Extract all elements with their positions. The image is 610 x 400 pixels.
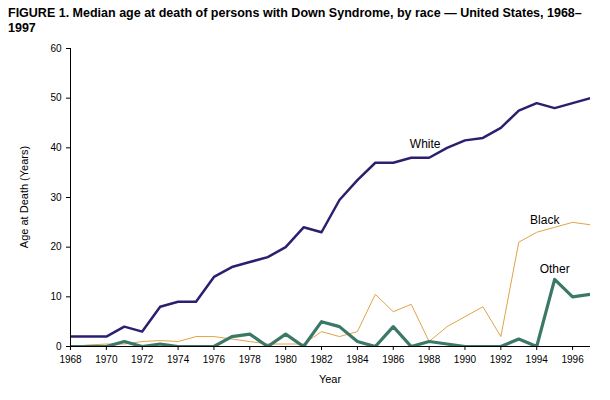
svg-text:40: 40 [50, 142, 62, 153]
svg-text:Other: Other [540, 262, 570, 276]
svg-text:1982: 1982 [310, 354, 333, 365]
svg-text:1986: 1986 [382, 354, 405, 365]
svg-text:Year: Year [319, 373, 342, 385]
svg-text:1972: 1972 [131, 354, 154, 365]
svg-text:1996: 1996 [561, 354, 584, 365]
svg-text:50: 50 [50, 92, 62, 103]
svg-text:1974: 1974 [167, 354, 190, 365]
svg-text:1988: 1988 [418, 354, 441, 365]
svg-text:20: 20 [50, 241, 62, 252]
svg-text:1968: 1968 [59, 354, 82, 365]
svg-text:1992: 1992 [490, 354, 513, 365]
html-text:FIGURE 1. Median age at death: FIGURE 1. Median age at death of persons… [8, 6, 582, 35]
svg-text:Black: Black [530, 213, 560, 227]
svg-text:10: 10 [50, 291, 62, 302]
svg-text:30: 30 [50, 192, 62, 203]
svg-text:Age at Death (Years): Age at Death (Years) [18, 146, 30, 248]
svg-text:White: White [410, 137, 441, 151]
svg-text:60: 60 [50, 43, 62, 54]
svg-text:1976: 1976 [203, 354, 226, 365]
svg-text:0: 0 [56, 341, 62, 352]
svg-text:1980: 1980 [275, 354, 298, 365]
svg-text:1984: 1984 [346, 354, 369, 365]
svg-text:1994: 1994 [526, 354, 549, 365]
svg-text:1978: 1978 [239, 354, 262, 365]
svg-text:1970: 1970 [95, 354, 118, 365]
svg-text:1990: 1990 [454, 354, 477, 365]
